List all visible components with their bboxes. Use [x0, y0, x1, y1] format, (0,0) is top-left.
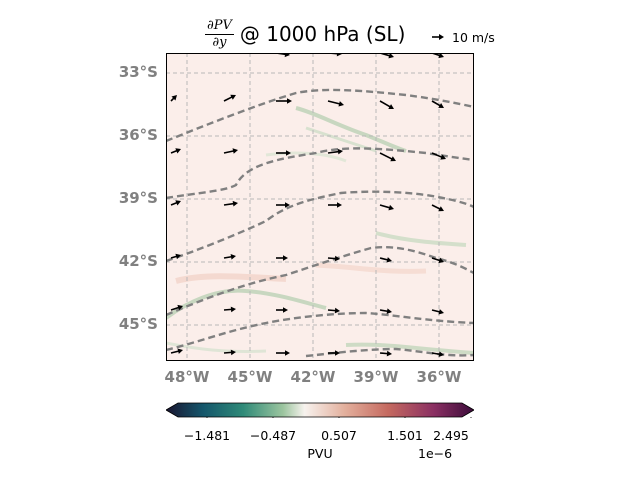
map-border — [166, 53, 474, 361]
wind-vector-shaft — [327, 100, 342, 106]
lon-label-48w: 48°W — [164, 368, 210, 386]
wind-vector-arrowhead — [438, 257, 444, 264]
map-title: ∂PV ∂y @ 1000 hPa (SL) — [205, 14, 405, 54]
lat-label-33s: 33°S — [118, 63, 158, 81]
wind-vector-arrowhead — [175, 148, 181, 154]
colorbar-ticks — [206, 417, 472, 418]
wind-vectors — [170, 53, 446, 357]
wind-vector-arrowhead — [335, 350, 340, 356]
quiver-key-arrow-icon — [432, 34, 444, 40]
wind-vector-arrowhead — [438, 351, 444, 357]
wind-vector-arrowhead — [334, 255, 340, 262]
wind-vector-arrowhead — [386, 350, 392, 357]
wind-vector-shaft — [379, 152, 394, 161]
wind-vector-arrowhead — [177, 348, 183, 354]
wind-vector-arrowhead — [175, 200, 181, 206]
derivative-fraction: ∂PV ∂y — [205, 17, 234, 50]
wind-vector-arrowhead — [386, 308, 392, 314]
derivative-numerator: ∂PV — [205, 17, 234, 35]
wind-vector-arrowhead — [232, 148, 238, 154]
wind-vector-shaft — [327, 150, 341, 154]
wind-vector-arrowhead — [338, 101, 344, 107]
wind-vector-arrowhead — [438, 206, 444, 212]
lat-label-45s: 45°S — [118, 315, 158, 333]
colorbar-gradient — [166, 402, 474, 418]
wind-vector-arrowhead — [177, 304, 183, 311]
wind-vector-arrowhead — [438, 309, 444, 315]
colorbar-tick-label: −0.487 — [249, 428, 297, 443]
wind-vector-arrowhead — [175, 253, 181, 260]
colorbar-tick-label: −1.481 — [183, 428, 231, 443]
lon-label-36w: 36°W — [416, 368, 462, 386]
pv-gradient-field — [166, 53, 474, 361]
wind-vector-arrowhead — [440, 154, 446, 160]
colorbar-exponent: 1e−6 — [418, 446, 453, 461]
wind-vector-arrowhead — [285, 350, 290, 356]
wind-vector-arrowhead — [388, 204, 394, 211]
wind-vector-arrowhead — [390, 156, 396, 162]
wind-vector-shaft — [379, 100, 392, 109]
lon-label-45w: 45°W — [227, 368, 273, 386]
wind-vector-arrowhead — [386, 257, 392, 263]
wind-vector-arrowhead — [438, 103, 444, 108]
lat-label-36s: 36°S — [118, 126, 158, 144]
wind-vector-arrowhead — [334, 307, 340, 314]
quiver-key-label: 10 m/s — [452, 29, 495, 45]
wind-vector-arrowhead — [284, 53, 290, 58]
wind-vector-arrowhead — [232, 200, 238, 207]
wind-vector-arrowhead — [388, 104, 394, 109]
wind-vector-arrowhead — [337, 202, 342, 208]
lon-label-42w: 42°W — [290, 368, 336, 386]
wind-vector-arrowhead — [283, 255, 288, 261]
derivative-denominator: ∂y — [212, 34, 227, 50]
wind-vector-shaft — [431, 152, 444, 159]
colorbar-tick-label: 1.501 — [387, 428, 423, 443]
wind-vector-arrowhead — [230, 94, 236, 100]
lat-label-42s: 42°S — [118, 252, 158, 270]
quiver-key: 10 m/s — [432, 29, 495, 45]
wind-vector-arrowhead — [230, 349, 236, 356]
title-text: @ 1000 hPa (SL) — [239, 22, 406, 46]
wind-vector-arrowhead — [283, 307, 288, 313]
wind-vector-arrowhead — [230, 254, 236, 260]
colorbar-label: PVU — [307, 446, 333, 461]
wind-vector-arrowhead — [171, 95, 177, 101]
lon-label-39w: 39°W — [353, 368, 399, 386]
wind-vector-arrowhead — [287, 98, 292, 104]
lat-label-39s: 39°S — [118, 189, 158, 207]
colorbar-tick-label: 2.495 — [433, 428, 469, 443]
wind-vector-arrowhead — [438, 53, 444, 59]
wind-vector-arrowhead — [337, 148, 343, 155]
wind-vector-arrowhead — [230, 306, 236, 313]
map-gridlines — [166, 53, 474, 361]
wind-vector-arrowhead — [285, 202, 290, 208]
colorbar — [166, 402, 474, 418]
wind-vector-arrowhead — [286, 150, 291, 156]
map-panel — [166, 53, 474, 361]
colorbar-tick-label: 0.507 — [321, 428, 357, 443]
wind-vector-arrowhead — [388, 53, 394, 59]
